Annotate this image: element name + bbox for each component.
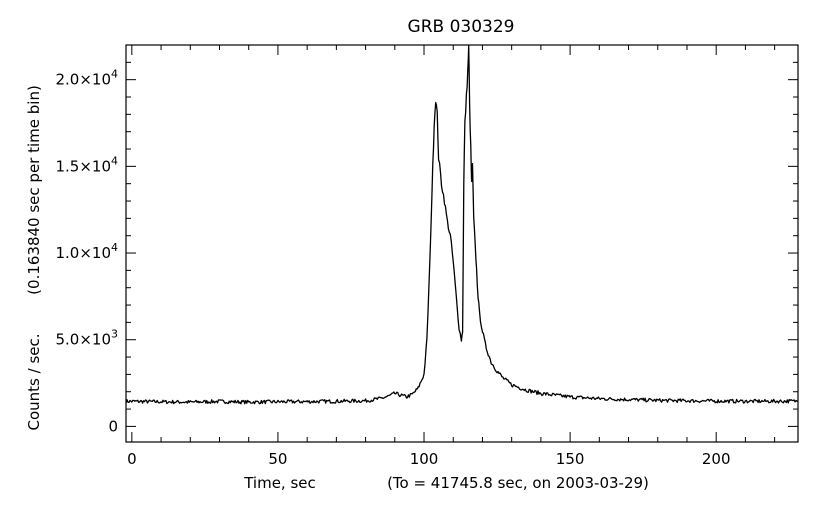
y-axis-bin-note: (0.163840 sec per time bin) — [25, 85, 43, 295]
x-tick-label: 0 — [127, 450, 137, 468]
x-tick-label: 100 — [410, 450, 439, 468]
chart-title: GRB 030329 — [408, 17, 515, 37]
y-tick-label: 1.0×104 — [55, 241, 118, 262]
y-tick-label: 0 — [108, 417, 118, 435]
y-axis-label: Counts / sec. — [25, 333, 43, 430]
x-axis-label: Time, sec — [243, 474, 316, 492]
y-tick-label: 5.0×103 — [55, 328, 118, 349]
plot-frame — [125, 44, 799, 443]
axis-ticks — [126, 45, 798, 442]
x-tick-label: 200 — [702, 450, 731, 468]
x-axis-reference-note: (To = 41745.8 sec, on 2003-03-29) — [387, 474, 649, 492]
light-curve-series-line — [125, 44, 799, 405]
axis-tick-labels: 0 50 100 150 200 0 5.0×103 1.0×104 1.5×104 2.0×10… — [55, 68, 730, 468]
y-tick-label: 2.0×104 — [55, 68, 118, 89]
x-tick-label: 50 — [268, 450, 287, 468]
x-tick-label: 150 — [556, 450, 585, 468]
y-tick-label: 1.5×104 — [55, 154, 118, 175]
